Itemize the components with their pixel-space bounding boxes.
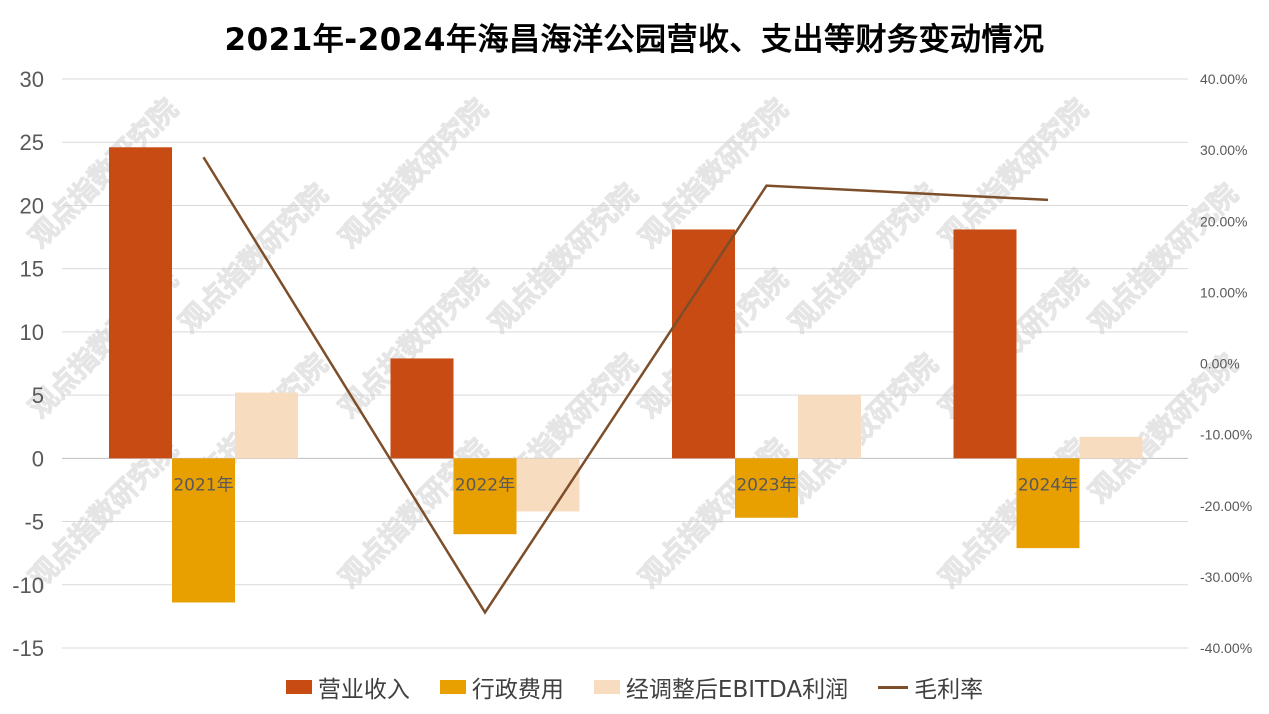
watermark-text: 观点指数研究院 — [782, 177, 944, 339]
y-right-tick-label: 10.00% — [1200, 284, 1247, 300]
legend-swatch — [439, 680, 466, 694]
y-right-tick-label: 0.00% — [1200, 356, 1240, 372]
legend-swatch — [285, 680, 312, 694]
y-left-tick-label: 20 — [20, 193, 44, 218]
bar-0-2 — [672, 229, 735, 459]
bar-2-3 — [1079, 436, 1143, 459]
legend-label: 经调整后EBITDA利润 — [625, 677, 849, 703]
watermark-text: 观点指数研究院 — [482, 177, 644, 339]
legend-label: 毛利率 — [914, 677, 984, 703]
bar-2-0 — [235, 392, 298, 459]
line-series — [202, 156, 1049, 615]
bar-2-2 — [798, 395, 861, 459]
watermark-text: 观点指数研究院 — [332, 92, 494, 254]
y-left-tick-label: 25 — [20, 130, 44, 155]
axes: 30 25 20 15 10 5 0 -5 -10 -15 40.00% 30.00% 20.00% 10… — [12, 67, 1252, 661]
y-right-tick-label: -10.00% — [1200, 427, 1252, 443]
bar-0-3 — [953, 229, 1017, 459]
category-label: 2021年 — [173, 475, 233, 495]
margin-line — [202, 156, 1049, 615]
y-left-tick-label: 5 — [32, 383, 44, 408]
category-label: 2023年 — [736, 475, 796, 495]
legend-swatch — [593, 680, 620, 694]
chart-title: 2021年-2024年海昌海洋公园营收、支出等财务变动情况 — [224, 22, 1045, 58]
bar-1-3 — [1016, 458, 1080, 549]
bar-1-0 — [172, 458, 235, 603]
category-label: 2022年 — [455, 475, 515, 495]
y-left-tick-label: 10 — [20, 320, 44, 345]
legend: 营业收入 行政费用 经调整后EBITDA利润 毛利率 — [0, 670, 1269, 704]
legend-item: 毛利率 — [878, 670, 983, 704]
legend-item: 经调整后EBITDA利润 — [593, 670, 849, 704]
legend-item: 行政费用 — [439, 670, 564, 704]
y-right-tick-label: 30.00% — [1200, 142, 1247, 158]
y-left-tick-label: -10 — [12, 573, 44, 598]
y-left-tick-label: -5 — [24, 510, 44, 535]
y-right-tick-label: -40.00% — [1200, 640, 1252, 656]
y-left-tick-label: 0 — [32, 446, 44, 471]
legend-item: 营业收入 — [285, 670, 410, 704]
y-right-tick-label: 40.00% — [1200, 71, 1247, 87]
watermark-text: 观点指数研究院 — [172, 177, 334, 339]
legend-label: 行政费用 — [471, 677, 564, 703]
bars — [109, 147, 1143, 603]
legend-swatch — [878, 685, 909, 689]
bar-1-1 — [453, 458, 517, 535]
bar-0-1 — [390, 358, 454, 459]
y-right-tick-label: -20.00% — [1200, 498, 1252, 514]
y-right-tick-label: -30.00% — [1200, 569, 1252, 585]
y-left-tick-label: -15 — [12, 636, 44, 661]
watermark-text: 观点指数研究院 — [1082, 177, 1244, 339]
y-left-tick-label: 30 — [20, 67, 44, 92]
gridlines — [62, 78, 1188, 649]
y-left-tick-label: 15 — [20, 257, 44, 282]
y-right-tick-label: 20.00% — [1200, 213, 1247, 229]
bar-1-2 — [735, 458, 798, 518]
bar-0-0 — [109, 147, 172, 459]
category-label: 2024年 — [1018, 475, 1078, 495]
legend-label: 营业收入 — [317, 677, 410, 703]
